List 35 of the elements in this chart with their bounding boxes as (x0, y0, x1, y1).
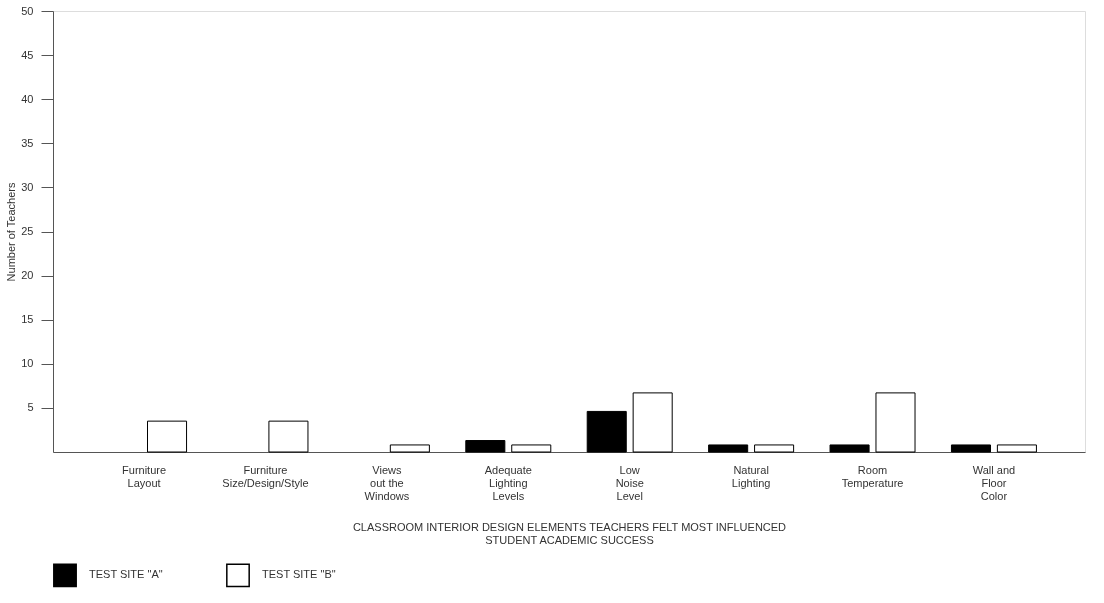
bar (632, 392, 673, 453)
x-tick-label: Furniture Layout (122, 463, 167, 489)
x-axis-title: CLASSROOM INTERIOR DESIGN ELEMENTS TEACHERS FELT MOST INFLUENCED STUDENT ACADEMIC SUCCESS (352, 520, 787, 546)
bar (708, 444, 749, 453)
x-tick-label: Room Temperature (841, 463, 904, 489)
bar (829, 444, 870, 453)
y-tick-label: 50 (21, 4, 34, 17)
y-tick-label: 30 (21, 180, 34, 193)
x-tick-label: Views out the Windows (364, 463, 410, 502)
x-tick-label: Wall and Floor Color (972, 463, 1016, 502)
y-tick-label: 5 (27, 401, 34, 414)
y-tick-label: 45 (21, 48, 34, 61)
x-tick-label: Natural Lighting (731, 463, 771, 489)
x-tick-label: Adequate Lighting Levels (484, 463, 532, 502)
y-tick-label: 35 (21, 136, 34, 149)
bar (950, 444, 991, 453)
y-tick-label: 25 (21, 225, 34, 237)
y-tick-label: 15 (21, 313, 34, 326)
bar (754, 444, 795, 453)
y-tick-label: 40 (21, 92, 34, 105)
bar (465, 440, 506, 453)
bar (389, 444, 430, 453)
bar (996, 444, 1037, 453)
bar (875, 392, 916, 453)
bar (147, 420, 188, 453)
y-tick-label: 10 (21, 357, 34, 370)
legend-label: TEST SITE "A" (89, 568, 163, 581)
legend-label: TEST SITE "B" (262, 568, 336, 581)
bar (511, 444, 552, 453)
bar (586, 410, 627, 453)
y-tick-label: 20 (21, 269, 34, 282)
y-axis-title: Number of Teachers (5, 182, 18, 282)
bar (268, 420, 309, 453)
x-tick-label: Furniture Size/Design/Style (222, 463, 309, 489)
x-tick-label: Low Noise Level (615, 463, 644, 502)
